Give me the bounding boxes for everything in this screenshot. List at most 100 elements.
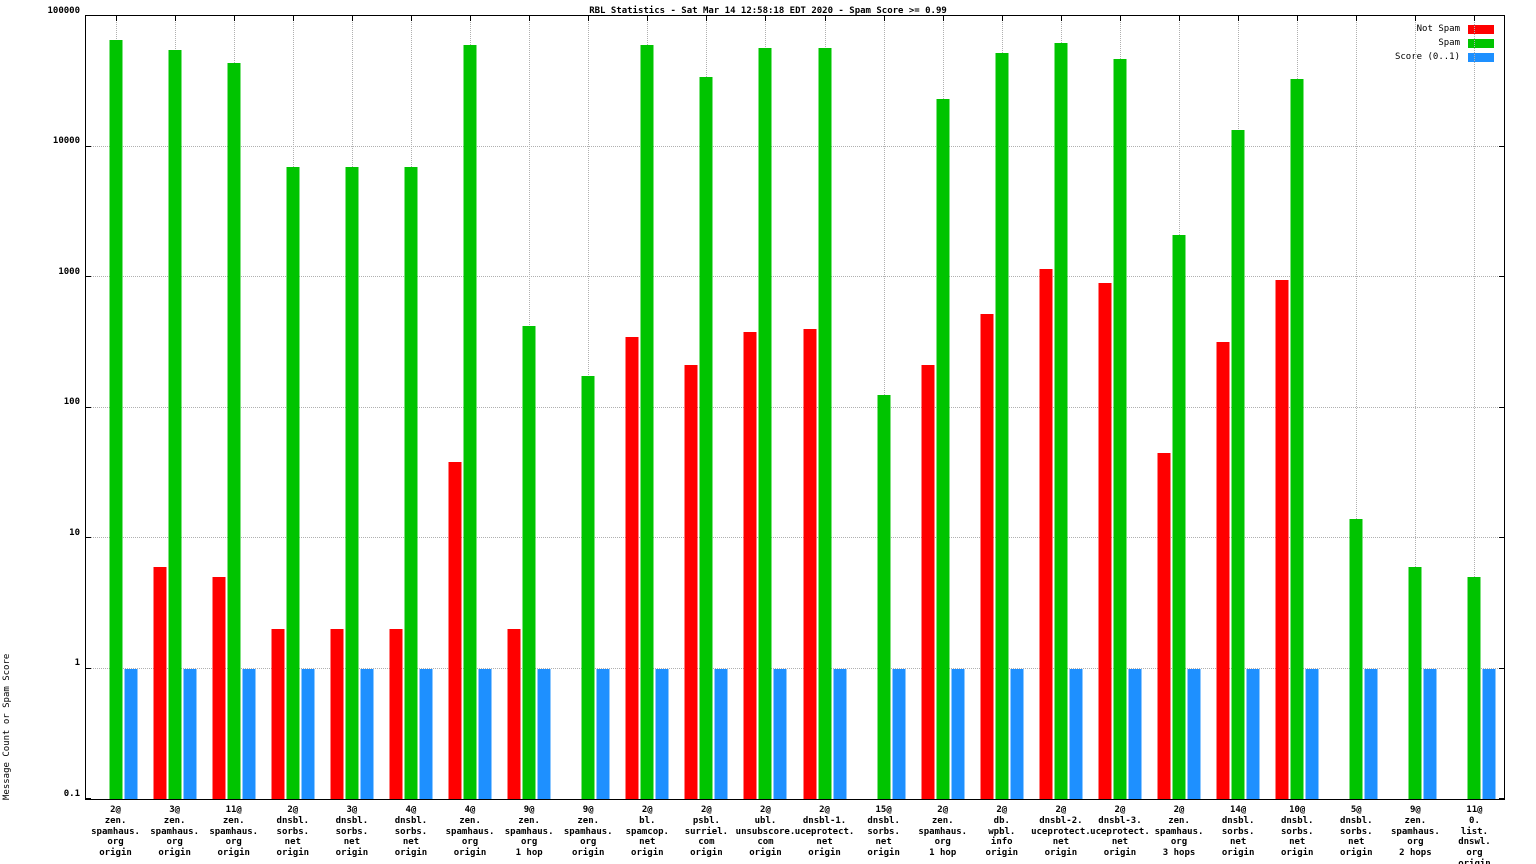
bar-score-0-1: [892, 668, 906, 799]
bar-not-spam: [1157, 452, 1171, 799]
bar-group: [389, 166, 433, 799]
bar-group: [684, 77, 728, 799]
x-category-label: 11@ zen. spamhaus. org origin: [209, 805, 259, 859]
bar-not-spam: [684, 365, 698, 799]
x-category-label: 2@ dnsbl. sorbs. net origin: [276, 805, 310, 859]
legend-swatch: [1468, 24, 1494, 34]
x-tick-mark: [883, 16, 885, 21]
x-tick-mark: [765, 16, 767, 21]
gridline-vertical: [1356, 16, 1358, 799]
bar-score-0-1: [1482, 668, 1496, 799]
x-tick-mark: [1415, 16, 1417, 21]
y-tick-mark: [86, 145, 91, 147]
x-category-label: 2@ psbl. surriel. com origin: [684, 805, 729, 859]
bar-group: [330, 166, 374, 799]
x-tick-mark: [1001, 16, 1003, 21]
x-tick-mark: [588, 16, 590, 21]
x-category-label: 2@ zen. spamhaus. org 3 hops: [1154, 805, 1204, 859]
y-tick-mark: [86, 667, 91, 669]
y-tick-mark: [1499, 798, 1504, 799]
bar-group: [743, 47, 787, 799]
bar-not-spam: [507, 629, 521, 799]
bar-not-spam: [1039, 269, 1053, 799]
gridline-horizontal: [86, 276, 1504, 278]
y-tick-mark: [1499, 145, 1504, 147]
x-tick-mark: [1119, 16, 1121, 21]
bar-score-0-1: [655, 668, 669, 799]
x-tick-mark: [1356, 16, 1358, 21]
x-category-label: 4@ zen. spamhaus. org origin: [445, 805, 495, 859]
legend-item: Score (0..1): [1395, 52, 1494, 62]
x-tick-mark: [1179, 16, 1181, 21]
x-category-label: 2@ zen. spamhaus. org 1 hop: [918, 805, 968, 859]
bar-not-spam: [1275, 279, 1289, 799]
bar-spam: [404, 166, 418, 799]
bar-spam: [1349, 518, 1363, 799]
legend-label: Not Spam: [1416, 24, 1460, 34]
bar-group: [567, 375, 610, 799]
y-tick-label: 1000: [58, 266, 80, 277]
y-tick-mark: [1499, 406, 1504, 408]
bar-score-0-1: [1423, 668, 1437, 799]
bar-spam: [1467, 577, 1481, 799]
bar-spam: [699, 77, 713, 799]
y-tick-mark: [86, 15, 91, 16]
bar-group: [862, 394, 906, 799]
x-tick-mark: [115, 16, 117, 21]
x-tick-mark: [706, 16, 708, 21]
y-tick-label: 100000: [47, 5, 80, 16]
x-category-label: 15@ dnsbl. sorbs. net origin: [867, 805, 900, 859]
y-tick-mark: [86, 537, 91, 539]
x-tick-mark: [292, 16, 294, 21]
y-tick-mark: [1499, 15, 1504, 16]
bar-score-0-1: [1010, 668, 1024, 799]
x-category-label: 2@ dnsbl-3. uceprotect. net origin: [1090, 805, 1150, 859]
bar-spam: [1172, 234, 1186, 799]
bar-score-0-1: [1364, 668, 1378, 799]
legend-swatch: [1468, 52, 1494, 62]
x-tick-mark: [351, 16, 353, 21]
chart-title: RBL Statistics - Sat Mar 14 12:58:18 EDT…: [589, 6, 947, 16]
bar-group: [1039, 43, 1083, 799]
bar-score-0-1: [183, 668, 197, 799]
bar-spam: [1113, 58, 1127, 799]
bar-not-spam: [625, 336, 639, 799]
gridline-vertical: [1474, 16, 1476, 799]
legend: Not Spam Spam Score (0..1): [1395, 24, 1494, 62]
bar-not-spam: [921, 365, 935, 799]
bar-score-0-1: [1069, 668, 1083, 799]
x-category-label: 3@ dnsbl. sorbs. net origin: [335, 805, 369, 859]
bar-score-0-1: [301, 668, 315, 799]
x-category-label: 14@ dnsbl. sorbs. net origin: [1221, 805, 1255, 859]
bar-score-0-1: [124, 668, 138, 799]
x-tick-mark: [174, 16, 176, 21]
gridline-vertical: [1415, 16, 1417, 799]
bar-group: [94, 40, 138, 799]
bar-spam: [1290, 78, 1304, 799]
bar-group: [153, 49, 197, 799]
bar-not-spam: [389, 629, 403, 799]
bar-score-0-1: [714, 668, 728, 799]
bar-not-spam: [1098, 282, 1112, 799]
bar-group: [1453, 577, 1496, 799]
x-category-label: 2@ ubl. unsubscore. com origin: [735, 805, 796, 859]
y-tick-label: 10: [69, 527, 80, 538]
x-category-label: 4@ dnsbl. sorbs. net origin: [394, 805, 428, 859]
y-tick-mark: [86, 276, 91, 278]
bar-group: [212, 62, 256, 799]
bar-group: [980, 53, 1024, 799]
gridline-horizontal: [86, 667, 1504, 669]
x-category-label: 2@ dnsbl-2. uceprotect. net origin: [1031, 805, 1091, 859]
x-tick-mark: [1297, 16, 1299, 21]
x-category-label: 9@ zen. spamhaus. org origin: [563, 805, 613, 859]
bar-spam: [227, 62, 241, 799]
x-tick-mark: [647, 16, 649, 21]
bar-group: [921, 99, 965, 799]
bar-spam: [758, 47, 772, 799]
bar-score-0-1: [537, 668, 551, 799]
bar-group: [1335, 518, 1378, 799]
x-category-label: 2@ zen. spamhaus. org origin: [91, 805, 140, 859]
x-category-label: 2@ bl. spamcop. net origin: [625, 805, 669, 859]
y-tick-label: 1: [74, 658, 80, 669]
plot-area: Not Spam Spam Score (0..1) 0.1 1 10 100 1000 10…: [47, 6, 1505, 864]
